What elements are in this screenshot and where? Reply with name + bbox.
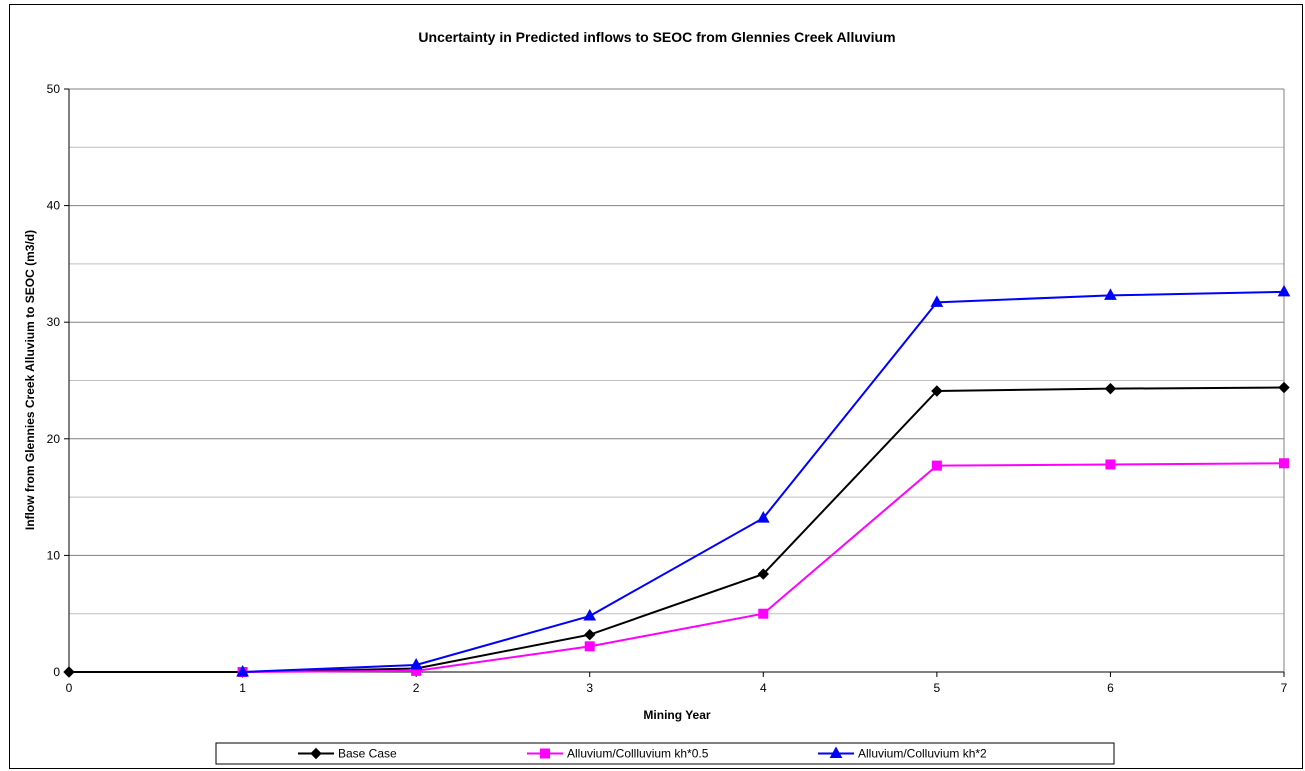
data-point-series-1 (584, 628, 596, 641)
legend-label: Alluvium/Colluvium kh*2 (858, 747, 987, 761)
legend-box (215, 742, 1115, 765)
legend-marker (829, 746, 843, 758)
x-tick-label: 6 (1107, 681, 1114, 695)
y-tick-label: 20 (47, 432, 61, 446)
data-point-series-3 (930, 295, 944, 307)
x-tick-label: 1 (239, 681, 246, 695)
y-axis-title: Inflow from Glennies Creek Alluvium to S… (23, 230, 37, 530)
legend-marker (310, 747, 322, 760)
x-tick-label: 4 (760, 681, 767, 695)
data-point-series-1 (931, 385, 943, 397)
data-point-series-2 (1105, 459, 1116, 470)
data-point-series-2 (758, 608, 769, 619)
data-point-series-3 (1104, 288, 1117, 300)
series-line-2 (242, 462, 1285, 673)
data-point-series-1 (757, 568, 769, 580)
chart-area (9, 4, 1303, 769)
data-point-series-2 (1279, 458, 1289, 469)
x-tick-label: 0 (66, 681, 73, 695)
chart-title: Uncertainty in Predicted inflows to SEOC… (418, 29, 895, 45)
plot-area: 0 10 20 30 40 50 0 1 2 3 4 5 6 7 (47, 82, 1291, 695)
data-point-series-3 (1277, 284, 1291, 297)
x-tick-label: 2 (413, 681, 420, 695)
data-point-series-3 (236, 664, 249, 677)
legend-label: Alluvium/Collluvium kh*0.5 (567, 747, 709, 761)
data-point-series-1 (1278, 381, 1290, 394)
data-point-series-3 (583, 608, 597, 621)
data-point-series-3 (409, 657, 423, 670)
data-point-series-2 (584, 641, 595, 652)
y-tick-label: 50 (47, 82, 61, 96)
x-tick-label: 7 (1281, 681, 1288, 695)
legend-marker (540, 748, 550, 759)
legend: Base Case Alluvium/Collluvium kh*0.5 Alluv… (215, 742, 1115, 765)
data-point-series-3 (756, 511, 770, 523)
x-tick-label: 5 (934, 681, 941, 695)
y-tick-label: 0 (53, 665, 60, 679)
x-axis-title: Mining Year (643, 708, 710, 722)
y-tick-label: 10 (47, 548, 61, 562)
x-tick-label: 3 (586, 681, 593, 695)
legend-label: Base Case (338, 747, 397, 761)
data-point-series-1 (63, 666, 75, 678)
data-point-series-2 (931, 460, 942, 471)
y-tick-label: 40 (47, 199, 61, 213)
y-tick-label: 30 (47, 315, 61, 329)
data-point-series-1 (1104, 382, 1117, 395)
